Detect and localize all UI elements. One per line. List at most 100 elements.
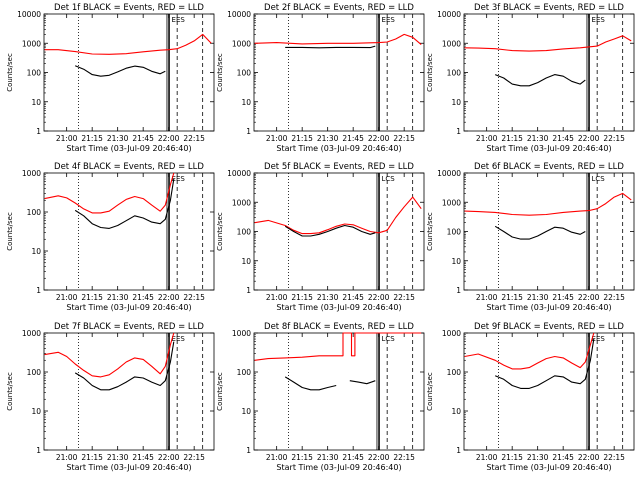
series-line-events [74,341,175,391]
x-tick-label: 21:15 [81,134,103,143]
x-axis-label: Start Time (03-Jul-09 20:46:40) [66,144,191,153]
x-tick-label: 21:45 [552,453,574,462]
x-tick-label: 21:00 [56,293,78,302]
x-tick-label: 21:15 [81,293,103,302]
series-line-lld [44,33,212,55]
y-tick-label: 1 [246,286,251,295]
y-axis-label: Counts/sec [6,53,14,92]
y-tick-label: 10000 [227,169,251,178]
y-axis-label: Counts/sec [216,212,224,251]
series-line-lld [464,35,632,52]
x-axis-label: Start Time (03-Jul-09 20:46:40) [66,303,191,312]
x-tick-label: 22:15 [603,453,625,462]
x-tick-label: 21:45 [132,134,154,143]
x-tick-label: 22:15 [393,293,415,302]
y-tick-label: 10 [241,407,251,416]
y-tick-label: 1000 [442,329,461,338]
event-annotation: LCS [382,175,396,183]
panel-3: Det 3f BLACK = Events, RED = LLD 1 10 100 10… [426,3,635,153]
y-axis-label: Counts/sec [6,212,14,251]
x-axis-label: Start Time (03-Jul-09 20:46:40) [486,463,611,472]
x-axis-label: Start Time (03-Jul-09 20:46:40) [276,144,401,153]
x-tick-label: 21:00 [266,134,288,143]
series-line-events [284,376,337,391]
panel-title: Det 9f BLACK = Events, RED = LLD [474,322,624,332]
series-line-lld [464,332,595,370]
x-tick-label: 22:15 [183,453,205,462]
x-tick-label: 21:30 [317,453,339,462]
x-tick-label: 21:15 [291,134,313,143]
panel-title: Det 4f BLACK = Events, RED = LLD [54,162,204,172]
y-tick-label: 1000 [232,39,251,48]
x-axis-label: Start Time (03-Jul-09 20:46:40) [486,303,611,312]
x-tick-label: 22:15 [393,134,415,143]
x-tick-label: 21:00 [476,293,498,302]
series-line-lld [254,196,422,235]
series-line-events [494,74,586,87]
axes-frame [43,172,215,291]
series-line-lld [44,172,175,214]
x-tick-label: 21:15 [291,453,313,462]
y-tick-label: 1 [36,286,41,295]
y-tick-label: 10 [241,98,251,107]
x-tick-label: 22:15 [393,453,415,462]
y-tick-label: 100 [237,368,252,377]
x-tick-label: 22:00 [158,293,180,302]
x-tick-label: 21:45 [552,293,574,302]
series-line-lld [464,192,632,216]
y-tick-label: 1 [246,446,251,455]
x-tick-label: 21:30 [107,134,129,143]
y-tick-label: 10000 [227,10,251,19]
x-tick-label: 21:45 [342,293,364,302]
y-tick-label: 10 [451,98,461,107]
x-tick-label: 21:00 [266,453,288,462]
event-annotation: EES [172,175,186,183]
axes-frame [463,13,635,132]
y-tick-label: 1 [36,446,41,455]
y-tick-label: 1000 [232,198,251,207]
panel-8: Det 8f BLACK = Events, RED = LLD 1 10 100 10… [216,322,425,472]
x-tick-label: 22:00 [578,293,600,302]
y-tick-label: 1 [246,127,251,136]
series-line-events [285,45,376,49]
axes-frame [253,172,425,291]
x-tick-label: 21:45 [342,134,364,143]
x-tick-label: 21:15 [291,293,313,302]
x-tick-label: 21:15 [501,453,523,462]
panel-title: Det 3f BLACK = Events, RED = LLD [474,3,624,13]
y-tick-label: 10000 [437,169,461,178]
y-tick-label: 100 [27,69,42,78]
y-axis-label: Counts/sec [216,372,224,411]
x-tick-label: 22:00 [368,293,390,302]
x-tick-label: 21:30 [527,293,549,302]
x-tick-label: 21:30 [317,134,339,143]
event-annotation: LCS [592,175,606,183]
x-tick-label: 21:15 [501,134,523,143]
series-line-events [74,178,175,229]
y-tick-label: 100 [447,368,462,377]
panel-7: Det 7f BLACK = Events, RED = LLD 1 10 100 10… [6,322,215,472]
x-tick-label: 21:00 [476,453,498,462]
panel-4: Det 4f BLACK = Events, RED = LLD 1 10 100 10… [6,162,215,312]
x-tick-label: 21:45 [342,453,364,462]
x-tick-label: 21:30 [527,453,549,462]
y-tick-label: 10 [451,407,461,416]
y-axis-label: Counts/sec [426,372,434,411]
x-axis-label: Start Time (03-Jul-09 20:46:40) [276,463,401,472]
x-tick-label: 21:30 [107,293,129,302]
y-tick-label: 100 [27,368,42,377]
series-line-events [74,65,166,77]
y-tick-label: 1 [456,286,461,295]
y-tick-label: 1000 [22,39,41,48]
event-annotation: EES [592,335,606,343]
axes-frame [43,332,215,451]
axes-frame [463,172,635,291]
x-tick-label: 21:00 [56,453,78,462]
x-tick-label: 21:00 [56,134,78,143]
y-axis-label: Counts/sec [6,372,14,411]
series-line-lld [254,33,422,46]
series-line-lld [44,332,175,378]
series-line-events [349,380,376,385]
x-tick-label: 22:15 [183,293,205,302]
y-tick-label: 1000 [442,198,461,207]
